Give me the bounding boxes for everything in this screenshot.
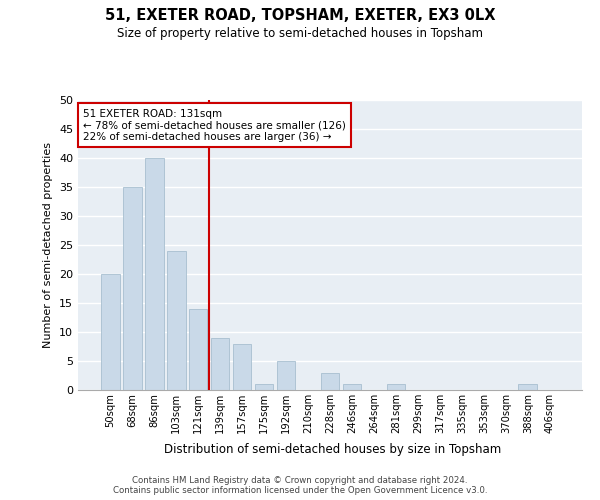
Bar — [518, 384, 537, 390]
Text: Contains HM Land Registry data © Crown copyright and database right 2024.
Contai: Contains HM Land Registry data © Crown c… — [113, 476, 487, 495]
Text: Distribution of semi-detached houses by size in Topsham: Distribution of semi-detached houses by … — [164, 442, 502, 456]
Bar — [211, 338, 229, 390]
Bar — [386, 384, 405, 390]
Text: 51, EXETER ROAD, TOPSHAM, EXETER, EX3 0LX: 51, EXETER ROAD, TOPSHAM, EXETER, EX3 0L… — [105, 8, 495, 22]
Bar — [233, 344, 251, 390]
Bar — [145, 158, 164, 390]
Bar — [167, 251, 185, 390]
Bar — [123, 187, 142, 390]
Bar — [277, 361, 295, 390]
Y-axis label: Number of semi-detached properties: Number of semi-detached properties — [43, 142, 53, 348]
Bar — [343, 384, 361, 390]
Bar — [255, 384, 274, 390]
Bar — [320, 372, 340, 390]
Text: 51 EXETER ROAD: 131sqm
← 78% of semi-detached houses are smaller (126)
22% of se: 51 EXETER ROAD: 131sqm ← 78% of semi-det… — [83, 108, 346, 142]
Bar — [189, 309, 208, 390]
Text: Size of property relative to semi-detached houses in Topsham: Size of property relative to semi-detach… — [117, 28, 483, 40]
Bar — [101, 274, 119, 390]
